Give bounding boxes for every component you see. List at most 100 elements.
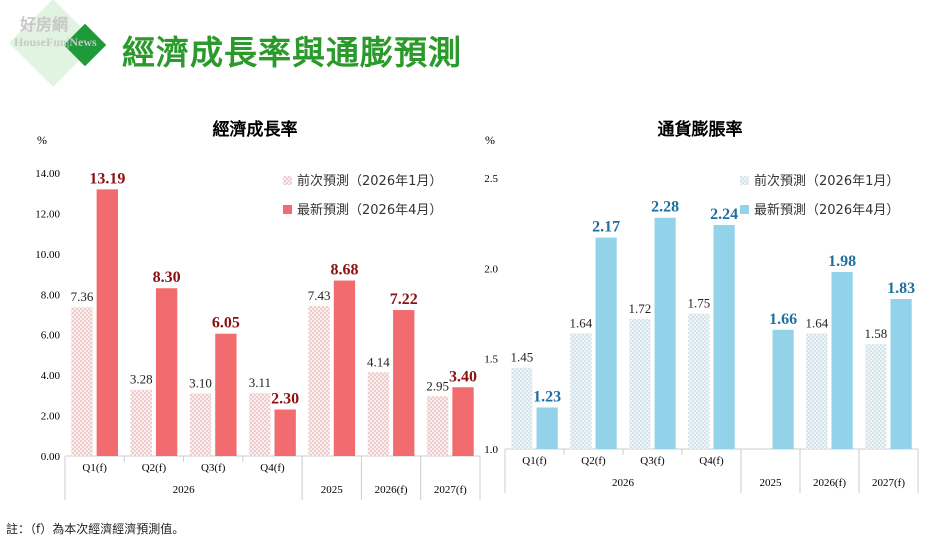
x-tick-label: Q1(f) xyxy=(522,455,547,467)
x-group-label: 2026 xyxy=(612,477,635,489)
data-label-latest: 6.05 xyxy=(212,315,240,332)
bar-previous xyxy=(511,367,533,449)
bar-latest xyxy=(595,237,617,449)
bar-previous xyxy=(806,333,828,449)
data-label-previous: 1.64 xyxy=(806,315,829,330)
y-tick-label: 2.00 xyxy=(41,411,61,423)
data-label-previous: 3.11 xyxy=(249,375,271,390)
footnote: 註：（f）為本次經濟經濟預測值。 xyxy=(6,522,185,536)
data-label-previous: 7.43 xyxy=(308,288,331,303)
data-label-latest: 2.24 xyxy=(710,206,738,223)
y-tick-label: 0.00 xyxy=(41,451,61,463)
legend-swatch xyxy=(740,205,749,214)
bar-latest xyxy=(713,224,735,449)
data-label-previous: 3.10 xyxy=(189,375,212,390)
data-label-previous: 2.95 xyxy=(426,378,449,393)
data-label-latest: 1.83 xyxy=(887,280,915,297)
data-label-latest: 2.17 xyxy=(592,219,620,236)
bar-latest xyxy=(536,407,558,449)
data-label-previous: 1.64 xyxy=(570,315,593,330)
x-tick-label: Q1(f) xyxy=(82,462,107,474)
data-label-latest: 1.23 xyxy=(533,388,561,405)
x-tick-label: 2027(f) xyxy=(434,484,467,496)
x-tick-label: 2026(f) xyxy=(375,484,408,496)
legend-label: 最新預測（2026年4月） xyxy=(754,202,899,218)
y-tick-label: 14.00 xyxy=(35,168,60,180)
bar-latest xyxy=(890,299,912,449)
bar-previous xyxy=(249,393,271,456)
data-label-previous: 7.36 xyxy=(71,289,94,304)
x-tick-label: Q3(f) xyxy=(201,462,226,474)
bar-latest xyxy=(155,288,178,456)
y-tick-label: 4.00 xyxy=(41,370,61,382)
x-tick-label: 2025 xyxy=(321,484,344,496)
bar-latest xyxy=(215,333,237,456)
bar-previous xyxy=(865,344,887,449)
x-tick-label: 2026(f) xyxy=(813,477,846,489)
y-tick-label: 10.00 xyxy=(35,249,60,261)
data-label-latest: 8.30 xyxy=(153,269,181,286)
data-label-latest: 7.22 xyxy=(390,291,418,308)
bar-latest xyxy=(831,271,853,449)
bar-latest xyxy=(772,329,794,449)
legend-swatch xyxy=(740,176,749,185)
y-tick-label: 2.0 xyxy=(484,263,498,275)
x-tick-label: Q3(f) xyxy=(640,455,665,467)
legend-swatch xyxy=(283,176,292,185)
y-tick-label: 12.00 xyxy=(35,208,60,220)
data-label-latest: 13.19 xyxy=(89,170,125,187)
legend-label: 最新預測（2026年4月） xyxy=(297,202,442,218)
x-tick-label: Q2(f) xyxy=(142,462,167,474)
y-tick-label: 2.5 xyxy=(484,173,498,185)
bar-latest xyxy=(274,409,296,456)
housefun-logo: 好房網 HouseFun|News xyxy=(9,0,107,87)
y-tick-label: 1.5 xyxy=(484,354,498,366)
data-label-previous: 1.72 xyxy=(629,301,652,316)
legend-label: 前次預測（2026年1月） xyxy=(297,173,442,189)
chart-title: 經濟成長率 xyxy=(213,119,298,140)
data-label-latest: 3.40 xyxy=(449,368,477,385)
data-label-previous: 1.45 xyxy=(511,350,534,365)
x-group-label: 2026 xyxy=(173,484,196,496)
data-label-previous: 1.58 xyxy=(865,326,888,341)
data-label-latest: 1.98 xyxy=(828,253,856,270)
legend-label: 前次預測（2026年1月） xyxy=(754,173,899,189)
x-tick-label: 2025 xyxy=(760,477,783,489)
bar-latest xyxy=(654,217,676,449)
bar-previous xyxy=(367,372,390,456)
data-label-previous: 3.28 xyxy=(130,372,153,387)
x-tick-label: Q4(f) xyxy=(699,455,724,467)
x-tick-label: Q4(f) xyxy=(260,462,285,474)
x-tick-label: Q2(f) xyxy=(581,455,606,467)
bar-previous xyxy=(130,389,152,456)
chart-title: 通貨膨脹率 xyxy=(658,119,743,140)
bar-previous xyxy=(308,305,330,456)
data-label-latest: 2.30 xyxy=(271,391,299,408)
data-label-latest: 8.68 xyxy=(330,262,358,279)
svg-text:好房網: 好房網 xyxy=(19,15,68,34)
bar-latest xyxy=(333,280,356,456)
data-label-previous: 1.75 xyxy=(688,296,711,311)
x-tick-label: 2027(f) xyxy=(872,477,905,489)
data-label-previous: 4.14 xyxy=(367,354,390,369)
bar-latest xyxy=(96,189,118,456)
page-title: 經濟成長率與通膨預測 xyxy=(122,33,462,72)
y-axis-unit: % xyxy=(37,133,47,147)
y-tick-label: 6.00 xyxy=(41,330,61,342)
svg-text:HouseFun|News: HouseFun|News xyxy=(14,35,97,49)
y-tick-label: 8.00 xyxy=(41,289,61,301)
bar-previous xyxy=(570,333,592,449)
y-axis-unit: % xyxy=(485,133,495,147)
y-tick-label: 1.0 xyxy=(484,444,498,456)
bar-latest xyxy=(393,310,415,456)
bar-previous xyxy=(71,307,93,456)
bar-previous xyxy=(629,318,651,449)
legend-swatch xyxy=(283,205,292,214)
data-label-latest: 2.28 xyxy=(651,199,679,216)
bar-latest xyxy=(452,387,474,456)
data-label-latest: 1.66 xyxy=(769,311,797,328)
bar-previous xyxy=(688,313,710,449)
bar-previous xyxy=(189,393,212,456)
